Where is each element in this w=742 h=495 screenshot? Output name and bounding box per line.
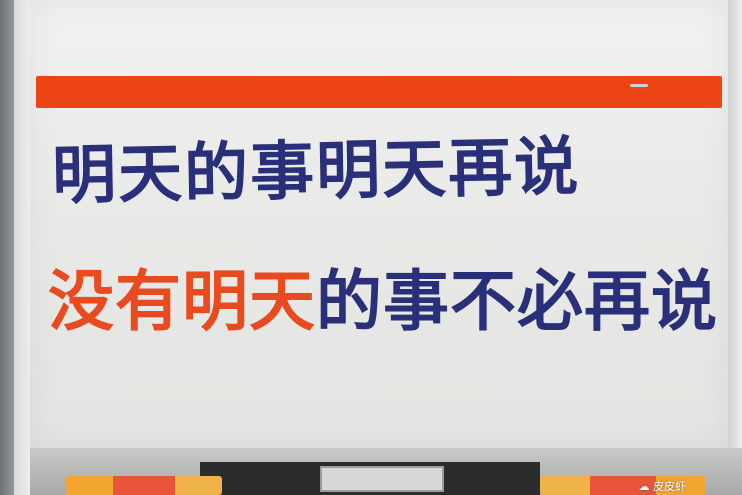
watermark-icon: ☁ — [638, 480, 650, 493]
line2-blue-text: 的事不必再说 — [316, 263, 718, 340]
truck-frame-right — [728, 0, 742, 495]
line2-orange-text: 没有明天 — [48, 263, 316, 340]
truck-rear-door — [30, 0, 732, 450]
line1-text: 明天的事明天再说 — [51, 130, 581, 214]
frame-strip — [14, 0, 32, 495]
red-reflective-stripe — [36, 76, 722, 108]
stripe-scratch — [630, 84, 648, 87]
watermark: ☁ 皮皮虾 — [639, 478, 687, 494]
handwritten-line-1: 明天的事明天再说 — [51, 115, 581, 216]
handwritten-line-2: 没有明天的事不必再说 — [48, 248, 718, 344]
license-plate-area — [320, 466, 444, 492]
watermark-text: 皮皮虾 — [653, 480, 686, 493]
tail-light-left — [66, 476, 222, 495]
tail-light-right — [540, 476, 706, 495]
